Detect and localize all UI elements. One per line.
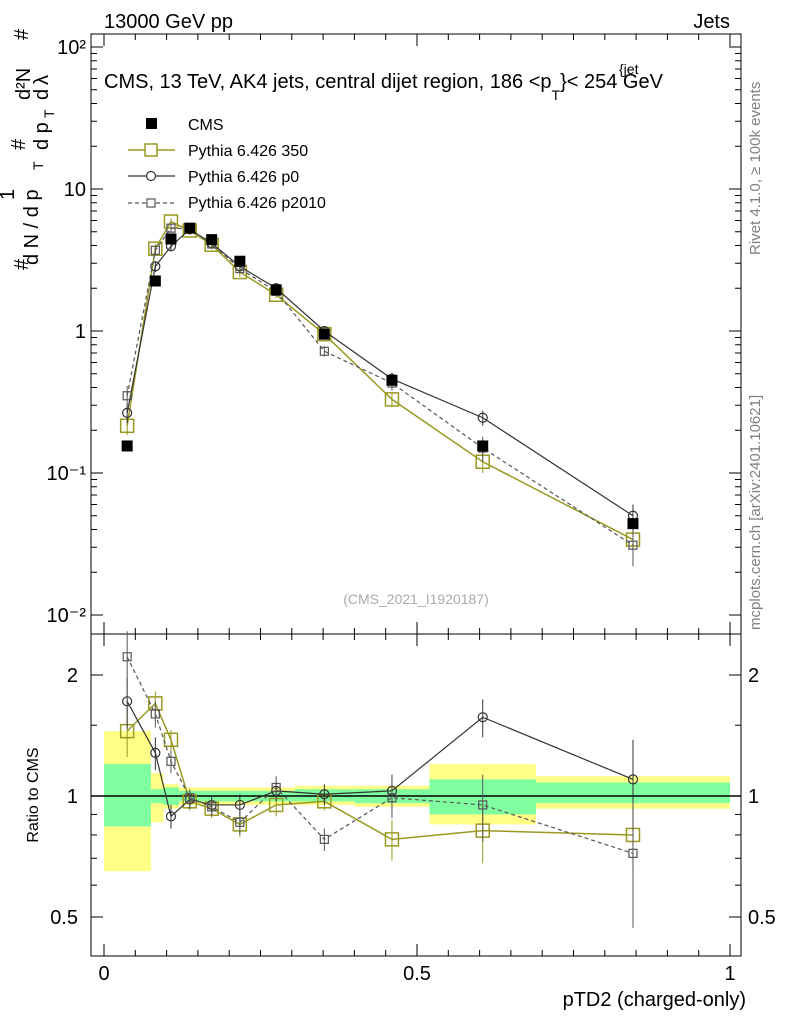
cms-point (477, 440, 489, 452)
data-point (628, 540, 638, 550)
svg-text:d p: d p (31, 122, 53, 150)
svg-text:λ: λ (31, 75, 53, 85)
ratio-point (207, 802, 217, 812)
ratio-point (319, 789, 330, 800)
data-point (319, 346, 329, 356)
cms-point (165, 233, 177, 245)
ratio-point (628, 848, 638, 858)
cms-point (234, 255, 246, 267)
y-tick-label: 10 (64, 179, 86, 201)
y-axis-label-ratio: Ratio to CMS (25, 747, 42, 842)
ratio-point (165, 811, 177, 822)
ratio-tick-label-right: 1 (748, 786, 759, 808)
svg-text:#: # (11, 258, 33, 270)
ratio-ticks: 0.5 0.5 1 1 2 2 (50, 665, 776, 929)
legend-label-p0: Pythia 6.426 p0 (188, 169, 299, 186)
x-tick-label: 0.5 (403, 963, 431, 985)
svg-text:d²N: d²N (13, 68, 35, 100)
data-point (150, 245, 160, 255)
x-tick-label: 0 (98, 963, 109, 985)
ratio-point (234, 799, 245, 811)
y-tick-label: 10⁻² (47, 605, 87, 627)
cms-point (184, 222, 196, 234)
ratio-tick-label-left: 1 (67, 786, 78, 808)
ratio-point (122, 652, 132, 662)
y-tick-label: 1 (75, 321, 86, 343)
legend-label-p2010: Pythia 6.426 p2010 (188, 195, 326, 212)
x-ticks: 0 0.5 1 (98, 34, 736, 985)
cms-point (627, 518, 639, 530)
data-point (150, 261, 161, 272)
cms-point (149, 275, 161, 287)
svg-text:d: d (31, 89, 53, 100)
ratio-point (477, 712, 488, 723)
y-tick-label: 10⁻¹ (47, 463, 87, 485)
legend-marker-cms (146, 118, 157, 129)
plot-title-sup: {jet (619, 61, 639, 77)
legend-marker-p2010 (146, 198, 156, 208)
data-point (122, 391, 132, 401)
watermark: (CMS_2021_I1920187) (343, 591, 489, 607)
legend-marker-p0 (145, 170, 157, 182)
data-point (122, 407, 133, 418)
header-left: 13000 GeV pp (104, 11, 233, 33)
svg-text:1: 1 (0, 189, 19, 200)
header-right: Jets (693, 11, 730, 33)
main-ticks: 10⁻² 10⁻¹ 1 10 10² (47, 37, 741, 627)
svg-text:T: T (30, 161, 46, 170)
svg-text:#: # (8, 138, 30, 150)
legend-marker-p350 (144, 143, 158, 157)
ratio-line (126, 702, 633, 841)
y-tick-label: 10² (57, 37, 86, 59)
svg-text:T: T (41, 109, 57, 118)
ratio-tick-label-left: 0.5 (50, 907, 78, 929)
ratio-point (627, 774, 639, 785)
ratio-line (126, 656, 634, 854)
series-line (126, 228, 634, 517)
ratio-point (150, 747, 161, 759)
cms-point (206, 234, 218, 246)
data-point (384, 392, 400, 407)
legend-label-p350: Pythia 6.426 350 (188, 143, 308, 160)
data-point (166, 223, 176, 233)
cms-point (318, 328, 330, 340)
cms-point (386, 374, 398, 386)
ratio-point (319, 834, 329, 844)
ratio-point (235, 817, 245, 827)
ratio-point (478, 800, 488, 810)
ratio-point (387, 793, 397, 803)
ratio-point (166, 756, 176, 766)
x-tick-label: 1 (724, 963, 735, 985)
x-axis-label: pTD2 (charged-only) (563, 989, 746, 1011)
ratio-tick-label-right: 2 (748, 665, 759, 687)
side-mcplots: mcplots.cern.ch [arXiv:2401.10621] (747, 395, 764, 630)
plot-title: CMS, 13 TeV, AK4 jets, central dijet reg… (104, 71, 664, 103)
cms-point (121, 440, 133, 452)
ratio-tick-label-right: 0.5 (748, 907, 776, 929)
ratio-point (185, 793, 195, 803)
svg-text:d N / d p: d N / d p (21, 189, 43, 265)
ratio-tick-label-left: 2 (67, 665, 78, 687)
ratio-point (271, 782, 281, 793)
ratio-frame (90, 633, 742, 957)
series-line (126, 227, 634, 546)
series-line (126, 220, 634, 541)
ratio-point (122, 696, 133, 707)
data-point (477, 412, 488, 423)
legend: CMS Pythia 6.426 350 Pythia 6.426 p0 Pyt… (128, 117, 326, 212)
ratio-point (150, 709, 160, 719)
cms-point (270, 284, 282, 296)
main-series (119, 214, 641, 567)
ratio-series (119, 631, 641, 928)
y-axis-label-main: # 1 d N / d p T # d p T d²N d λ # (0, 28, 57, 270)
ratio-point (384, 832, 400, 847)
svg-text:#: # (11, 28, 33, 40)
side-rivet: Rivet 4.1.0, ≥ 100k events (747, 82, 764, 255)
legend-label-cms: CMS (188, 117, 224, 134)
